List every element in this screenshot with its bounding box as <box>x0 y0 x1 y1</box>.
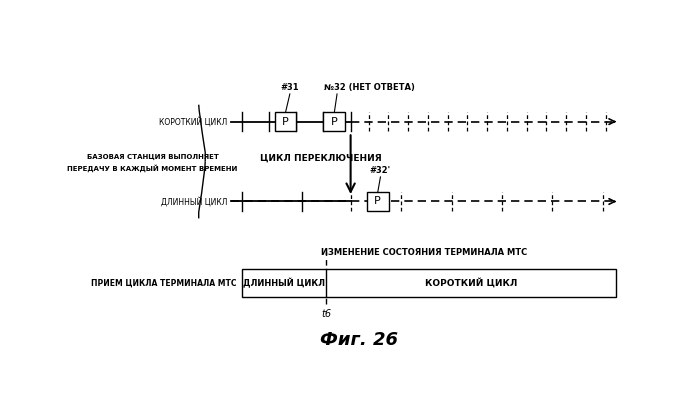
FancyBboxPatch shape <box>323 113 345 131</box>
Text: P: P <box>374 196 381 207</box>
Text: ПРИЕМ ЦИКЛА ТЕРМИНАЛА МТС: ПРИЕМ ЦИКЛА ТЕРМИНАЛА МТС <box>91 279 237 287</box>
Text: #32': #32' <box>370 166 391 176</box>
Text: ИЗМЕНЕНИЕ СОСТОЯНИЯ ТЕРМИНАЛА МТС: ИЗМЕНЕНИЕ СОСТОЯНИЯ ТЕРМИНАЛА МТС <box>321 248 527 257</box>
Text: КОРОТКИЙ ЦИКЛ: КОРОТКИЙ ЦИКЛ <box>425 278 517 288</box>
Text: №32 (НЕТ ОТВЕТА): №32 (НЕТ ОТВЕТА) <box>324 83 415 93</box>
FancyBboxPatch shape <box>367 192 389 211</box>
Text: ЦИКЛ ПЕРЕКЛЮЧЕНИЯ: ЦИКЛ ПЕРЕКЛЮЧЕНИЯ <box>260 154 382 163</box>
Text: БАЗОВАЯ СТАНЦИЯ ВЫПОЛНЯЕТ: БАЗОВАЯ СТАНЦИЯ ВЫПОЛНЯЕТ <box>87 154 218 160</box>
Text: ПЕРЕДАЧУ В КАЖДЫЙ МОМЕНТ ВРЕМЕНИ: ПЕРЕДАЧУ В КАЖДЫЙ МОМЕНТ ВРЕМЕНИ <box>67 164 238 172</box>
Text: P: P <box>282 117 289 126</box>
FancyBboxPatch shape <box>242 269 617 297</box>
FancyBboxPatch shape <box>274 113 296 131</box>
Text: КОРОТКИЙ ЦИКЛ: КОРОТКИЙ ЦИКЛ <box>159 117 227 126</box>
Text: ДЛИННЫЙ ЦИКЛ: ДЛИННЫЙ ЦИКЛ <box>160 197 227 206</box>
Text: P: P <box>331 117 337 126</box>
Text: Фиг. 26: Фиг. 26 <box>320 331 398 349</box>
Text: t6: t6 <box>321 309 331 319</box>
Text: #31: #31 <box>281 83 299 93</box>
Text: ДЛИННЫЙ ЦИКЛ: ДЛИННЫЙ ЦИКЛ <box>243 278 326 288</box>
